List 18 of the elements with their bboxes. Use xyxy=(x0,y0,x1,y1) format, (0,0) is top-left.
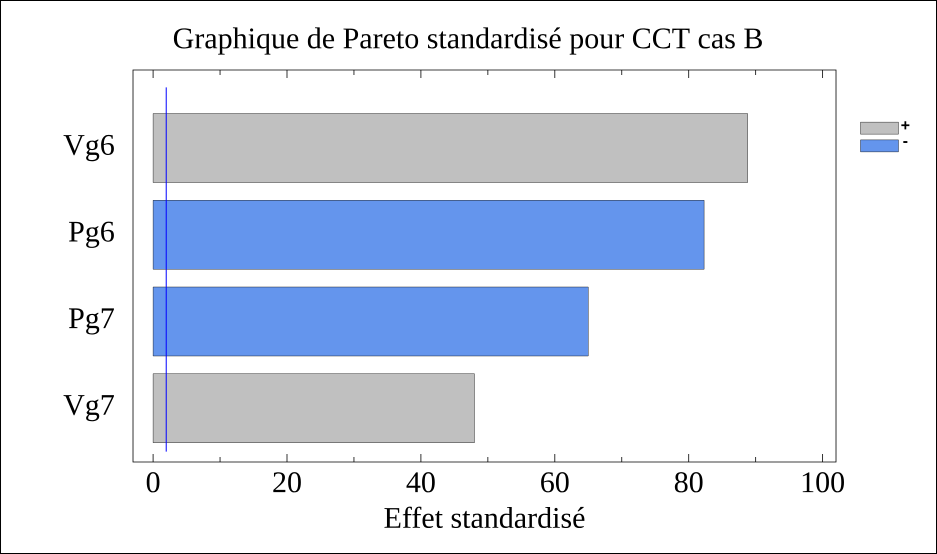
bar xyxy=(152,286,588,356)
chart-title: Graphique de Pareto standardisé pour CCT cas B xyxy=(174,27,762,55)
x-tick-label: 80 xyxy=(674,472,703,492)
bar xyxy=(152,113,748,183)
y-tick-label: Vg7 xyxy=(63,395,114,422)
x-tick-label: 100 xyxy=(802,472,844,492)
bar xyxy=(152,374,475,443)
x-tick-label: 40 xyxy=(406,472,435,492)
legend-label: - xyxy=(903,141,908,143)
y-tick-label: Pg6 xyxy=(68,222,114,248)
y-tick-label: Pg7 xyxy=(68,308,114,335)
legend-label: + xyxy=(901,121,910,130)
x-tick-label: 0 xyxy=(146,472,160,492)
x-tick-label: 20 xyxy=(273,472,301,492)
bar xyxy=(152,200,704,270)
x-axis-title: Effet standardisé xyxy=(384,506,584,528)
y-tick-label: Vg6 xyxy=(63,134,114,162)
x-tick-label: 60 xyxy=(541,472,569,492)
